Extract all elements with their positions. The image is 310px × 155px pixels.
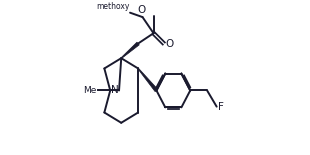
Text: methoxy: methoxy (96, 2, 129, 11)
Polygon shape (138, 68, 158, 92)
Text: O: O (138, 5, 146, 15)
Text: F: F (218, 102, 224, 112)
Polygon shape (121, 42, 139, 59)
Text: O: O (165, 38, 174, 49)
Text: Me: Me (83, 86, 96, 95)
Text: N: N (111, 86, 119, 95)
